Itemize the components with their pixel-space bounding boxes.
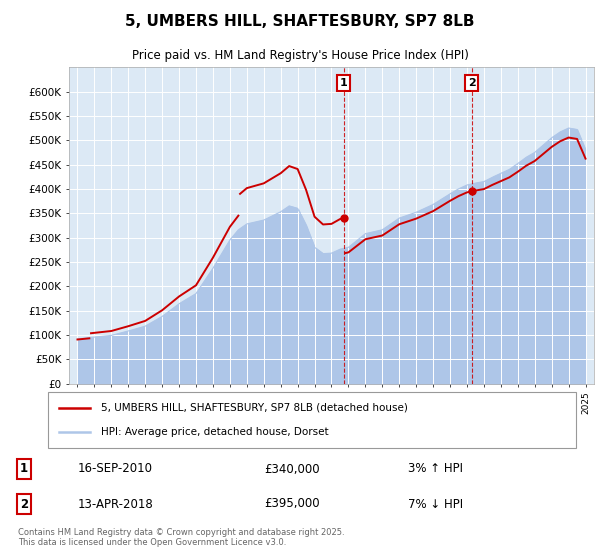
Text: 5, UMBERS HILL, SHAFTESBURY, SP7 8LB: 5, UMBERS HILL, SHAFTESBURY, SP7 8LB bbox=[125, 14, 475, 29]
Text: 1: 1 bbox=[340, 78, 347, 88]
Text: £340,000: £340,000 bbox=[264, 463, 320, 475]
FancyBboxPatch shape bbox=[48, 392, 576, 448]
Text: 2: 2 bbox=[468, 78, 476, 88]
Text: £395,000: £395,000 bbox=[264, 497, 320, 511]
Text: Contains HM Land Registry data © Crown copyright and database right 2025.
This d: Contains HM Land Registry data © Crown c… bbox=[18, 528, 344, 547]
Text: 2: 2 bbox=[20, 497, 28, 511]
Text: 13-APR-2018: 13-APR-2018 bbox=[78, 497, 154, 511]
Text: 3% ↑ HPI: 3% ↑ HPI bbox=[408, 463, 463, 475]
Text: 5, UMBERS HILL, SHAFTESBURY, SP7 8LB (detached house): 5, UMBERS HILL, SHAFTESBURY, SP7 8LB (de… bbox=[101, 403, 407, 413]
Text: Price paid vs. HM Land Registry's House Price Index (HPI): Price paid vs. HM Land Registry's House … bbox=[131, 49, 469, 62]
Text: 1: 1 bbox=[20, 463, 28, 475]
Text: 7% ↓ HPI: 7% ↓ HPI bbox=[408, 497, 463, 511]
Text: 16-SEP-2010: 16-SEP-2010 bbox=[78, 463, 153, 475]
Text: HPI: Average price, detached house, Dorset: HPI: Average price, detached house, Dors… bbox=[101, 427, 328, 437]
